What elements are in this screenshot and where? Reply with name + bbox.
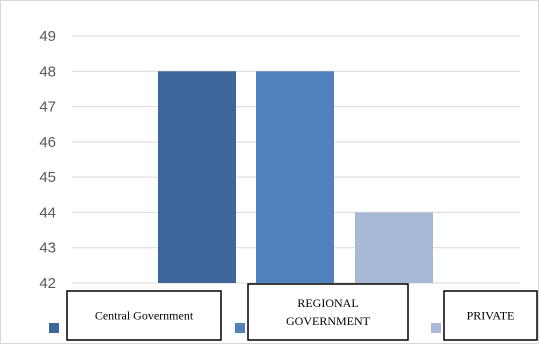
bars [158,71,433,284]
legend-label: GOVERNMENT [286,314,371,328]
y-tick-label: 46 [39,134,56,151]
bar [158,71,236,284]
legend-label-box [247,283,409,341]
y-axis-tick-labels: 42 43 44 45 46 47 48 49 [39,28,56,292]
y-tick-label: 42 [39,275,56,292]
legend-label: Central Government [95,309,194,323]
y-tick-label: 47 [39,99,56,116]
y-tick-label: 45 [39,169,56,186]
legend: Central Government REGIONAL GOVERNMENT PRIV… [49,283,538,341]
y-tick-label: 49 [39,28,56,45]
legend-label-box [66,290,222,341]
y-tick-label: 48 [39,63,56,80]
gridlines [72,35,520,284]
bar [256,71,334,284]
legend-swatch [235,323,245,333]
legend-label-box [443,290,538,341]
legend-swatch [49,323,59,333]
bar [355,212,433,283]
y-tick-label: 43 [39,240,56,257]
legend-label: PRIVATE [467,309,515,323]
legend-label: REGIONAL [297,296,358,310]
legend-swatch [431,323,441,333]
y-tick-label: 44 [39,204,56,221]
